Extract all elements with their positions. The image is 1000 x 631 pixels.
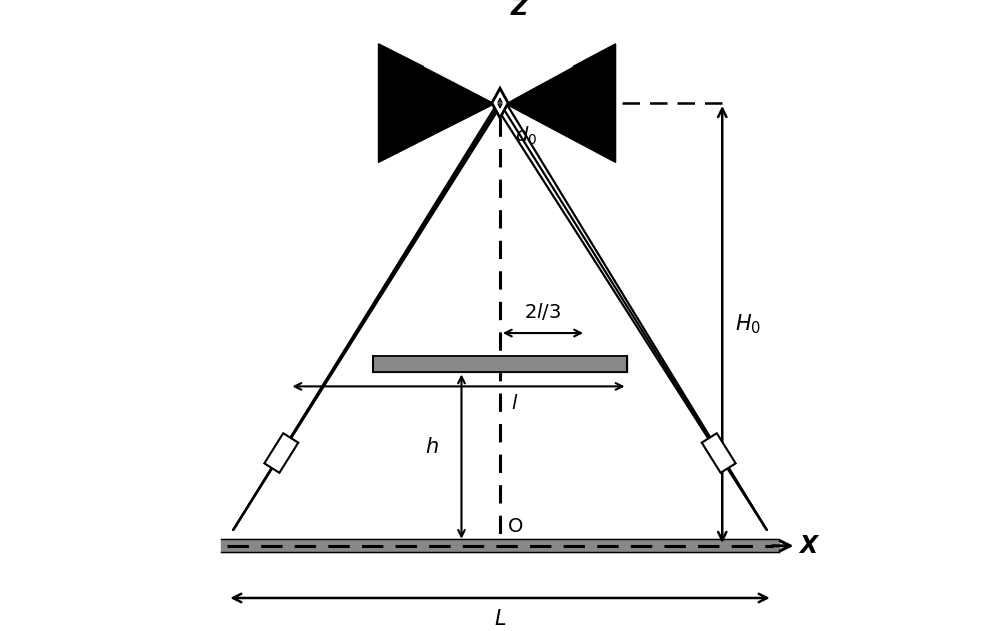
Text: $d_0$: $d_0$: [515, 124, 537, 147]
Polygon shape: [378, 44, 496, 162]
Polygon shape: [702, 433, 736, 473]
Text: $L$: $L$: [494, 609, 506, 628]
Polygon shape: [492, 88, 508, 118]
Text: $l$: $l$: [511, 394, 518, 413]
Text: $2l/3$: $2l/3$: [524, 302, 562, 322]
Text: X: X: [799, 534, 818, 558]
Polygon shape: [504, 44, 616, 162]
Text: Z: Z: [511, 0, 528, 20]
Text: $h$: $h$: [425, 437, 439, 457]
Text: $H_0$: $H_0$: [735, 312, 761, 336]
Text: O: O: [508, 517, 524, 536]
Polygon shape: [264, 433, 298, 473]
